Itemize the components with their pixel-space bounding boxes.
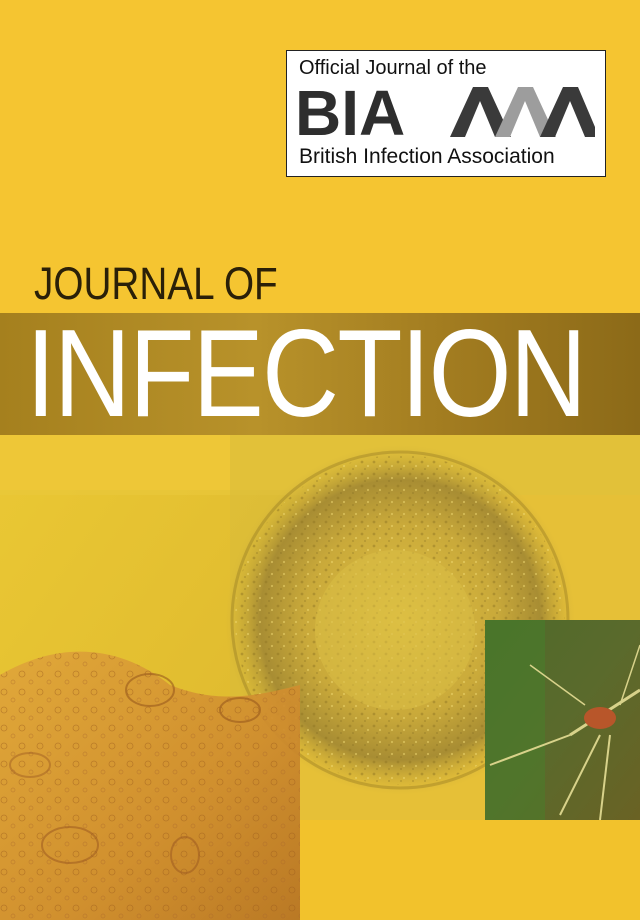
cover-imagery (0, 435, 640, 920)
logo-mark-text: BIA (295, 83, 405, 139)
cell-micrograph (0, 651, 300, 920)
mosquito-photo (485, 620, 640, 821)
journal-title-main: INFECTION (26, 305, 587, 443)
title-band (0, 313, 640, 435)
logo-top-text: Official Journal of the (299, 57, 487, 79)
bia-logo: Official Journal of the BIA British Infe… (286, 50, 606, 177)
logo-bottom-text: British Infection Association (299, 145, 555, 168)
journal-title-prefix: JOURNAL OF (34, 258, 278, 309)
bia-logo-mark: BIA (295, 83, 595, 139)
